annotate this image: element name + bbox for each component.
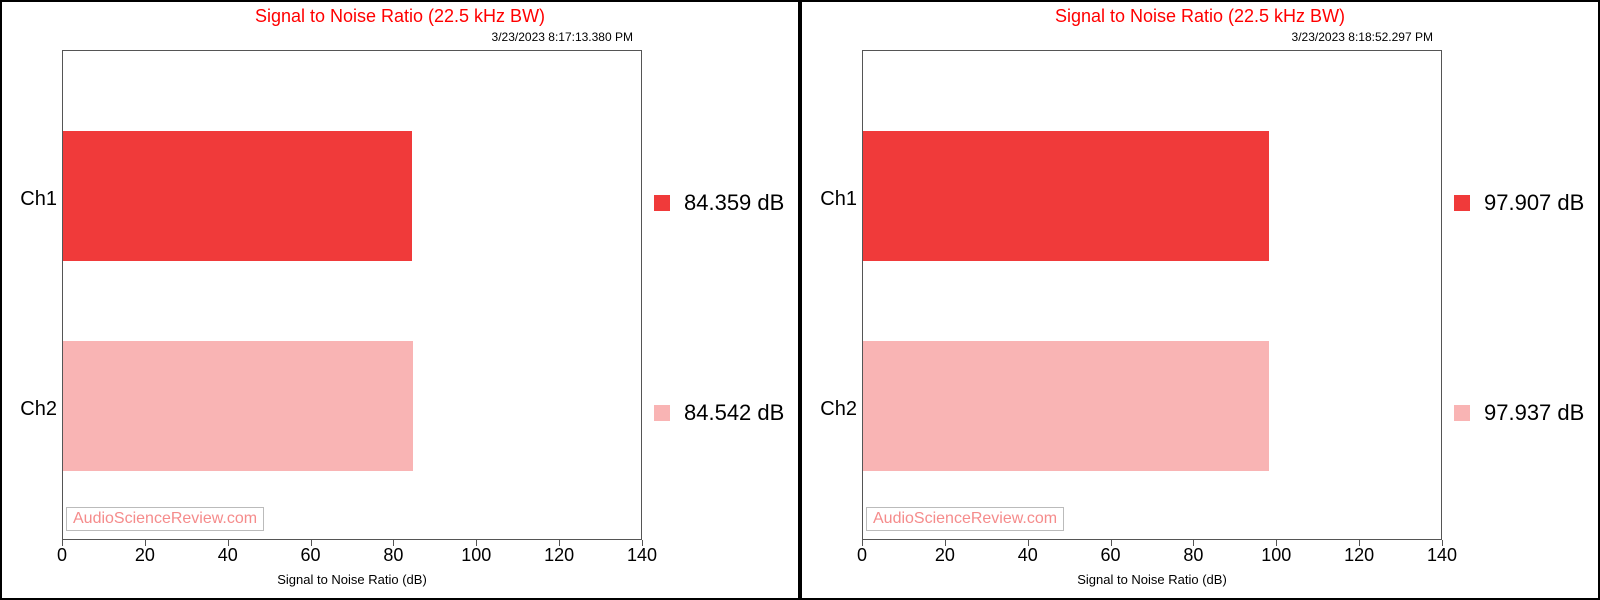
watermark: AudioScienceReview.com [866, 507, 1064, 531]
x-tick-label: 60 [301, 545, 321, 566]
plot-area [862, 50, 1442, 540]
legend-swatch-ch1 [654, 195, 670, 211]
timestamp: 3/23/2023 8:18:52.297 PM [1292, 30, 1433, 44]
x-tick-label: 80 [383, 545, 403, 566]
x-tick-label: 120 [1344, 545, 1374, 566]
chart-panel-right: Signal to Noise Ratio (22.5 kHz BW) 3/23… [800, 0, 1600, 600]
x-tick-label: 0 [857, 545, 867, 566]
legend-value-ch2: 84.542 dB [684, 400, 784, 426]
plot-area [62, 50, 642, 540]
bar-ch2-rect [63, 341, 413, 471]
x-tick-label: 20 [935, 545, 955, 566]
legend-ch2: 84.542 dB [654, 400, 784, 426]
y-category-ch2: Ch2 [812, 398, 857, 421]
x-tick-label: 0 [57, 545, 67, 566]
x-tick-label: 40 [218, 545, 238, 566]
legend-swatch-ch2 [1454, 405, 1470, 421]
legend-value-ch2: 97.937 dB [1484, 400, 1584, 426]
y-category-ch2: Ch2 [12, 398, 57, 421]
x-tick-label: 40 [1018, 545, 1038, 566]
x-tick-label: 140 [1427, 545, 1457, 566]
y-category-ch1: Ch1 [12, 188, 57, 211]
chart-title: Signal to Noise Ratio (22.5 kHz BW) [802, 6, 1598, 27]
legend-swatch-ch1 [1454, 195, 1470, 211]
x-axis-label: Signal to Noise Ratio (dB) [62, 572, 642, 587]
legend-swatch-ch2 [654, 405, 670, 421]
x-tick-label: 60 [1101, 545, 1121, 566]
x-tick-label: 120 [544, 545, 574, 566]
legend-value-ch1: 97.907 dB [1484, 190, 1584, 216]
x-tick-label: 140 [627, 545, 657, 566]
x-tick-label: 80 [1183, 545, 1203, 566]
bar-ch2-rect [863, 341, 1269, 471]
chart-title: Signal to Noise Ratio (22.5 kHz BW) [2, 6, 798, 27]
x-tick-label: 100 [1261, 545, 1291, 566]
x-axis-label: Signal to Noise Ratio (dB) [862, 572, 1442, 587]
legend-value-ch1: 84.359 dB [684, 190, 784, 216]
legend-ch1: 84.359 dB [654, 190, 784, 216]
bar-ch1-rect [63, 131, 412, 261]
x-tick-label: 20 [135, 545, 155, 566]
legend-ch1: 97.907 dB [1454, 190, 1584, 216]
y-category-ch1: Ch1 [812, 188, 857, 211]
chart-panel-left: Signal to Noise Ratio (22.5 kHz BW) 3/23… [0, 0, 800, 600]
bar-ch1-rect [863, 131, 1269, 261]
watermark: AudioScienceReview.com [66, 507, 264, 531]
legend-ch2: 97.937 dB [1454, 400, 1584, 426]
x-tick-label: 100 [461, 545, 491, 566]
timestamp: 3/23/2023 8:17:13.380 PM [492, 30, 633, 44]
